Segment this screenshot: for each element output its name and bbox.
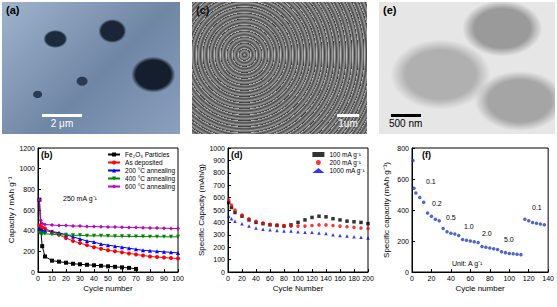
svg-text:1000: 1000 (209, 145, 225, 152)
svg-text:0.1: 0.1 (532, 204, 542, 211)
svg-text:400: 400 (213, 219, 225, 226)
svg-text:50: 50 (104, 275, 112, 282)
svg-text:100 mA g⁻¹: 100 mA g⁻¹ (329, 151, 361, 159)
svg-text:(d): (d) (231, 150, 243, 160)
svg-text:800: 800 (213, 169, 225, 176)
svg-text:0: 0 (36, 275, 40, 282)
svg-text:1000: 1000 (19, 165, 35, 172)
svg-text:120: 120 (306, 275, 318, 282)
svg-text:40: 40 (90, 275, 98, 282)
svg-text:2.0: 2.0 (482, 230, 492, 237)
svg-text:200 mA g⁻¹: 200 mA g⁻¹ (329, 159, 361, 167)
svg-text:200: 200 (213, 244, 225, 251)
svg-text:1000 mA g⁻¹: 1000 mA g⁻¹ (329, 167, 365, 175)
svg-text:400: 400 (397, 207, 409, 214)
svg-text:Capacity / mAh g⁻¹: Capacity / mAh g⁻¹ (7, 176, 16, 243)
svg-text:500: 500 (213, 207, 225, 214)
svg-text:400: 400 (23, 227, 35, 234)
svg-text:180: 180 (348, 275, 360, 282)
svg-text:Specific capacity (mAh g⁻¹): Specific capacity (mAh g⁻¹) (382, 162, 391, 258)
svg-text:80: 80 (146, 275, 154, 282)
svg-text:400 °C annealing: 400 °C annealing (125, 175, 175, 183)
svg-text:Cycle Number: Cycle Number (273, 284, 324, 293)
svg-text:140: 140 (542, 275, 554, 282)
svg-text:100: 100 (503, 275, 515, 282)
svg-text:30: 30 (76, 275, 84, 282)
svg-text:40: 40 (252, 275, 260, 282)
svg-text:0.1: 0.1 (426, 178, 436, 185)
svg-text:0: 0 (226, 275, 230, 282)
svg-text:0: 0 (410, 275, 414, 282)
html-text:2 μm: 2 μm (50, 118, 74, 129)
svg-text:200: 200 (362, 275, 374, 282)
svg-text:600 °C annealing: 600 °C annealing (125, 183, 175, 191)
svg-text:As deposited: As deposited (125, 159, 163, 167)
svg-text:0.5: 0.5 (446, 214, 456, 221)
svg-text:20: 20 (62, 275, 70, 282)
svg-text:600: 600 (213, 194, 225, 201)
svg-text:600: 600 (23, 207, 35, 214)
svg-text:1200: 1200 (19, 145, 35, 152)
svg-text:Cycle number: Cycle number (455, 284, 505, 293)
svg-text:200 °C annealing: 200 °C annealing (125, 167, 175, 175)
svg-text:300: 300 (213, 231, 225, 238)
svg-text:90: 90 (160, 275, 168, 282)
svg-text:140: 140 (320, 275, 332, 282)
svg-text:700: 700 (213, 182, 225, 189)
svg-text:80: 80 (486, 275, 494, 282)
svg-text:0.2: 0.2 (432, 200, 442, 207)
svg-text:20: 20 (428, 275, 436, 282)
svg-text:60: 60 (466, 275, 474, 282)
svg-text:80: 80 (280, 275, 288, 282)
svg-text:160: 160 (334, 275, 346, 282)
svg-text:600: 600 (397, 176, 409, 183)
svg-text:200: 200 (23, 248, 35, 255)
svg-text:10: 10 (48, 275, 56, 282)
svg-text:100: 100 (292, 275, 304, 282)
svg-text:0: 0 (31, 269, 35, 276)
svg-text:250 mA g⁻¹: 250 mA g⁻¹ (63, 195, 98, 203)
svg-text:60: 60 (118, 275, 126, 282)
svg-text:20: 20 (238, 275, 246, 282)
svg-text:5.0: 5.0 (504, 236, 514, 243)
html-text:1um: 1um (338, 118, 358, 129)
svg-text:Cycle number: Cycle number (83, 284, 133, 293)
svg-text:0: 0 (405, 269, 409, 276)
svg-text:0: 0 (221, 269, 225, 276)
svg-text:800: 800 (23, 186, 35, 193)
svg-text:800: 800 (397, 145, 409, 152)
svg-text:200: 200 (397, 238, 409, 245)
svg-text:60: 60 (266, 275, 274, 282)
svg-text:900: 900 (213, 157, 225, 164)
svg-text:100: 100 (172, 275, 184, 282)
svg-text:Unit: A g⁻¹: Unit: A g⁻¹ (452, 260, 483, 268)
svg-text:100: 100 (213, 256, 225, 263)
svg-text:(b): (b) (41, 150, 53, 160)
html-text:(c): (c) (196, 4, 210, 16)
svg-text:40: 40 (447, 275, 455, 282)
svg-text:1.0: 1.0 (464, 223, 474, 230)
svg-text:Specific Capacity (mAh/g): Specific Capacity (mAh/g) (197, 164, 206, 256)
svg-text:Fe₂O₃ Particles: Fe₂O₃ Particles (125, 151, 170, 158)
svg-text:120: 120 (523, 275, 535, 282)
svg-text:(f): (f) (422, 150, 431, 160)
html-text:(a): (a) (6, 4, 20, 16)
html-text:(e): (e) (383, 4, 397, 16)
svg-text:70: 70 (132, 275, 140, 282)
html-text:500 nm: 500 nm (389, 118, 423, 129)
